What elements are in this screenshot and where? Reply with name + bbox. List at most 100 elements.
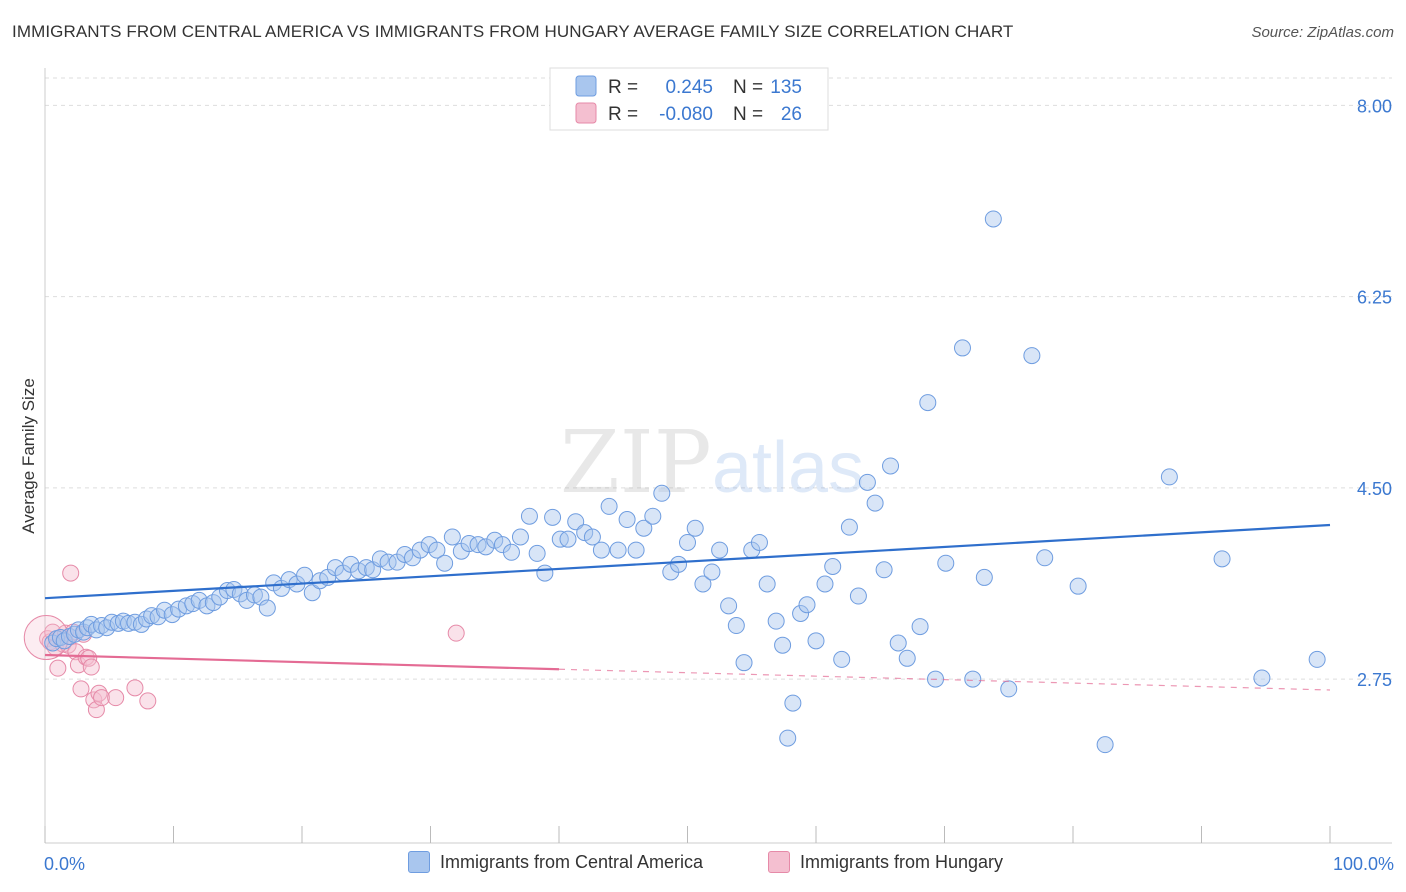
central-america-point xyxy=(720,597,738,615)
central-america-point xyxy=(443,528,461,546)
legend-n-label-2: N = xyxy=(733,104,763,125)
axes xyxy=(44,68,1392,844)
central-america-point xyxy=(1253,669,1271,687)
hungary-point xyxy=(126,679,144,697)
central-america-point xyxy=(840,518,858,536)
central-america-point xyxy=(984,210,1002,228)
legend-item-hungary: Immigrants from Hungary xyxy=(768,851,1003,873)
hungary-trend-line xyxy=(44,653,560,671)
trend-lines xyxy=(44,523,1331,691)
central-america-point xyxy=(686,519,704,537)
central-america-point xyxy=(296,566,314,584)
legend-n-label-1: N = xyxy=(733,77,763,98)
central-america-point xyxy=(919,394,937,412)
central-america-point xyxy=(536,564,554,582)
central-america-trend-line xyxy=(44,523,1331,600)
central-america-point xyxy=(379,553,397,571)
legend-swatch-central-america xyxy=(408,851,430,873)
legend-top: R = 0.245 N = 135 R = -0.080 N = 26 xyxy=(549,67,829,131)
central-america-point xyxy=(727,617,745,635)
central-america-point xyxy=(653,484,671,502)
central-america-point xyxy=(703,563,721,581)
central-america-point xyxy=(520,507,538,525)
central-america-point xyxy=(592,541,610,559)
central-america-point xyxy=(567,513,585,531)
central-america-point xyxy=(502,543,520,561)
central-america-point xyxy=(816,575,834,593)
hungary-point xyxy=(49,659,67,677)
central-america-point xyxy=(303,584,321,602)
central-america-point xyxy=(644,507,662,525)
central-america-point xyxy=(898,649,916,667)
central-america-point xyxy=(583,528,601,546)
central-america-point xyxy=(1096,736,1114,754)
central-america-point xyxy=(694,575,712,593)
watermark: ZIP atlas xyxy=(560,413,864,513)
legend-item-central-america: Immigrants from Central America xyxy=(408,851,703,873)
watermark-atlas: atlas xyxy=(712,428,864,508)
y-tick-label: 2.75 xyxy=(1357,670,1392,690)
central-america-point xyxy=(156,601,174,619)
central-america-point xyxy=(1023,347,1041,365)
central-america-point xyxy=(758,575,776,593)
central-america-point xyxy=(911,618,929,636)
central-america-point xyxy=(975,568,993,586)
central-america-point xyxy=(1213,550,1231,568)
central-america-point xyxy=(635,519,653,537)
central-america-point xyxy=(1000,680,1018,698)
central-america-point xyxy=(177,597,195,615)
central-america-points xyxy=(44,210,1326,754)
central-america-point xyxy=(436,554,454,572)
source-label: Source: ZipAtlas.com xyxy=(1251,24,1394,41)
central-america-point xyxy=(774,636,792,654)
central-america-point xyxy=(120,614,138,632)
central-america-point xyxy=(953,339,971,357)
legend-n-value-1: 135 xyxy=(770,77,802,98)
y-tick-label: 4.50 xyxy=(1357,479,1392,499)
central-america-point xyxy=(576,524,594,542)
central-america-point xyxy=(544,508,562,526)
x-tick-label: 100.0% xyxy=(1333,854,1394,874)
central-america-point xyxy=(231,585,249,603)
central-america-point xyxy=(824,558,842,576)
central-america-point xyxy=(428,541,446,559)
central-america-point xyxy=(750,533,768,551)
central-america-point xyxy=(711,541,729,559)
central-america-point xyxy=(460,535,478,553)
legend-swatch-pink xyxy=(575,102,597,124)
y-tick-label: 6.25 xyxy=(1357,288,1392,308)
central-america-point xyxy=(1160,468,1178,486)
central-america-point xyxy=(559,530,577,548)
central-america-point xyxy=(1036,549,1054,567)
legend-swatch-hungary xyxy=(768,851,790,873)
central-america-point xyxy=(849,587,867,605)
central-america-point xyxy=(875,561,893,579)
central-america-point xyxy=(833,650,851,668)
central-america-point xyxy=(866,494,884,512)
central-america-point xyxy=(679,533,696,551)
central-america-point xyxy=(411,541,429,559)
central-america-point xyxy=(477,538,495,556)
chart-title: IMMIGRANTS FROM CENTRAL AMERICA VS IMMIG… xyxy=(12,22,1014,41)
central-america-point xyxy=(486,531,504,549)
hungary-point xyxy=(62,564,80,582)
central-america-point xyxy=(964,670,982,688)
central-america-point xyxy=(258,599,276,617)
central-america-point xyxy=(807,632,825,650)
legend-r-label-2: R = xyxy=(608,104,638,125)
central-america-point xyxy=(798,596,816,614)
central-america-point xyxy=(1308,650,1326,668)
hungary-point xyxy=(447,624,465,642)
central-america-point xyxy=(511,528,529,546)
legend-r-label-1: R = xyxy=(608,77,638,98)
central-america-point xyxy=(735,654,753,672)
tick-labels: 2.75 4.50 6.25 8.00 0.0% 100.0% xyxy=(44,96,1394,874)
legend-label-hungary: Immigrants from Hungary xyxy=(800,851,1004,872)
central-america-point xyxy=(779,729,797,747)
y-axis-label: Average Family Size xyxy=(19,378,38,534)
hungary-point xyxy=(107,689,125,707)
central-america-point xyxy=(889,634,907,652)
central-america-point xyxy=(792,605,810,622)
hungary-point xyxy=(139,692,157,710)
